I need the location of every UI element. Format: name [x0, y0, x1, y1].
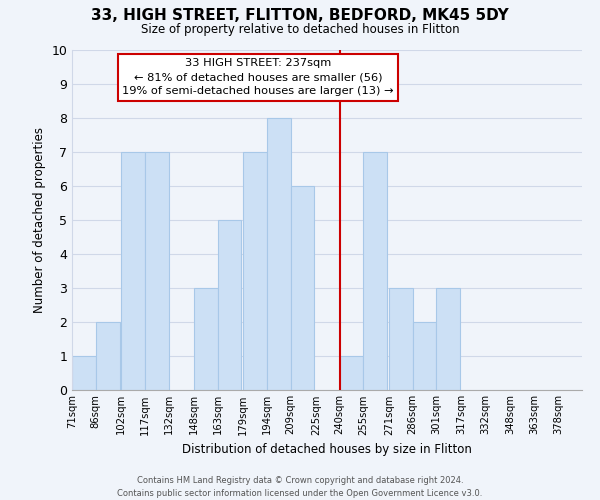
Bar — [364, 152, 387, 390]
Bar — [121, 152, 145, 390]
Bar — [389, 288, 413, 390]
Text: Contains HM Land Registry data © Crown copyright and database right 2024.
Contai: Contains HM Land Registry data © Crown c… — [118, 476, 482, 498]
Bar — [218, 220, 241, 390]
Bar — [96, 322, 119, 390]
Bar — [267, 118, 290, 390]
Bar — [436, 288, 460, 390]
Bar — [194, 288, 218, 390]
Y-axis label: Number of detached properties: Number of detached properties — [33, 127, 46, 313]
Text: 33, HIGH STREET, FLITTON, BEDFORD, MK45 5DY: 33, HIGH STREET, FLITTON, BEDFORD, MK45 … — [91, 8, 509, 22]
Text: Size of property relative to detached houses in Flitton: Size of property relative to detached ho… — [140, 22, 460, 36]
Text: 33 HIGH STREET: 237sqm
← 81% of detached houses are smaller (56)
19% of semi-det: 33 HIGH STREET: 237sqm ← 81% of detached… — [122, 58, 394, 96]
Bar — [340, 356, 364, 390]
Bar — [290, 186, 314, 390]
Bar — [72, 356, 96, 390]
X-axis label: Distribution of detached houses by size in Flitton: Distribution of detached houses by size … — [182, 443, 472, 456]
Bar — [145, 152, 169, 390]
Bar — [243, 152, 267, 390]
Bar — [413, 322, 436, 390]
